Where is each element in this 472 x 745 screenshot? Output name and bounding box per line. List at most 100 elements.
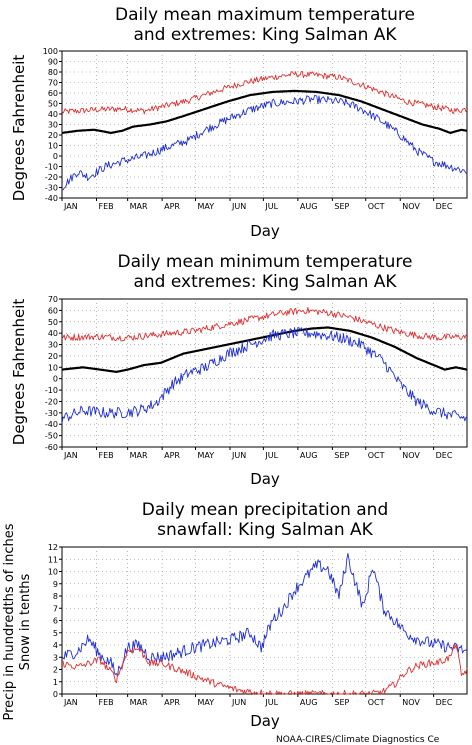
chart-precipitation: Daily mean precipitation and snawfall: K… bbox=[2, 500, 468, 730]
y-tick-label: 100 bbox=[43, 47, 58, 56]
x-tick-label-apr: APR bbox=[164, 202, 180, 211]
chart3-x-axis-label: Day bbox=[250, 712, 280, 730]
chart2-title-line2: and extremes: King Salman AK bbox=[133, 272, 397, 292]
y-tick-label: 60 bbox=[48, 89, 58, 98]
x-tick-label-dec: DEC bbox=[436, 451, 453, 460]
series-line-2 bbox=[61, 326, 468, 373]
y-tick-label: 40 bbox=[48, 110, 58, 119]
y-tick-label: -40 bbox=[45, 194, 58, 203]
y-tick-label: 11 bbox=[48, 555, 58, 564]
x-tick-label-nov: NOV bbox=[402, 698, 420, 707]
y-tick-label: 60 bbox=[48, 306, 58, 315]
series-line-3 bbox=[61, 94, 468, 191]
y-tick-label: 10 bbox=[48, 363, 58, 372]
series-line-2 bbox=[61, 644, 468, 695]
x-tick-label-aug: AUG bbox=[300, 202, 318, 211]
y-tick-label: -30 bbox=[45, 184, 58, 193]
y-tick-label: 4 bbox=[53, 641, 58, 650]
chart3-y-axis-label-line1: Precip in hundredths of inches bbox=[2, 523, 17, 720]
chart2-x-axis-label: Day bbox=[250, 470, 280, 488]
series-line-1 bbox=[61, 71, 468, 115]
x-tick-label-mar: MAR bbox=[130, 451, 148, 460]
y-tick-label: 7 bbox=[53, 604, 58, 613]
x-tick-label-nov: NOV bbox=[402, 202, 420, 211]
y-tick-label: -10 bbox=[45, 163, 58, 172]
x-tick-label-apr: APR bbox=[164, 451, 180, 460]
x-tick-label-sep: SEP bbox=[334, 698, 349, 707]
y-tick-label: 0 bbox=[53, 690, 58, 699]
series-line-2 bbox=[61, 89, 468, 134]
y-tick-label: 20 bbox=[48, 352, 58, 361]
x-tick-label-jan: JAN bbox=[63, 451, 78, 460]
x-tick-label-aug: AUG bbox=[300, 698, 318, 707]
y-tick-label: 80 bbox=[48, 68, 58, 77]
y-tick-label: 70 bbox=[48, 295, 58, 304]
series-line-1 bbox=[61, 306, 468, 342]
plot-frame bbox=[61, 298, 468, 448]
y-tick-label: 30 bbox=[48, 121, 58, 130]
x-tick-label-may: MAY bbox=[198, 202, 215, 211]
x-tick-label-jun: JUN bbox=[231, 451, 246, 460]
x-tick-label-feb: FEB bbox=[98, 451, 113, 460]
x-tick-label-dec: DEC bbox=[436, 698, 453, 707]
x-tick-label-jun: JUN bbox=[231, 698, 246, 707]
y-tick-label: 12 bbox=[48, 543, 58, 552]
x-tick-label-mar: MAR bbox=[130, 202, 148, 211]
x-tick-label-mar: MAR bbox=[130, 698, 148, 707]
y-tick-label: 40 bbox=[48, 329, 58, 338]
y-tick-label: 10 bbox=[48, 142, 58, 151]
chart2-plot-area: -60 -50 -40 -30 -20 -10 0 10 20 30 40 50 60 70 JAN FEB M… bbox=[45, 295, 468, 460]
y-tick-label: -20 bbox=[45, 173, 58, 182]
y-tick-label: 70 bbox=[48, 79, 58, 88]
y-tick-label: 8 bbox=[53, 592, 58, 601]
chart1-x-axis-label: Day bbox=[250, 222, 280, 240]
y-tick-label: 20 bbox=[48, 131, 58, 140]
y-tick-label: -50 bbox=[45, 432, 58, 441]
chart2-title-line1: Daily mean minimum temperature bbox=[118, 252, 413, 272]
chart1-title-line1: Daily mean maximum temperature bbox=[115, 5, 415, 25]
x-tick-label-jan: JAN bbox=[63, 698, 78, 707]
x-tick-label-apr: APR bbox=[164, 698, 180, 707]
chart-max-temperature: Daily mean maximum temperature and extre… bbox=[10, 5, 468, 240]
x-tick-label-sep: SEP bbox=[334, 202, 349, 211]
y-tick-label: -20 bbox=[45, 397, 58, 406]
x-tick-label-sep: SEP bbox=[334, 451, 349, 460]
y-tick-label: 1 bbox=[53, 678, 58, 687]
x-tick-label-dec: DEC bbox=[436, 202, 453, 211]
credit-footer: NOAA-CIRES/Climate Diagnostics Ce bbox=[276, 735, 440, 745]
y-tick-label: 90 bbox=[48, 58, 58, 67]
x-tick-label-jan: JAN bbox=[63, 202, 78, 211]
y-tick-label: -60 bbox=[45, 443, 58, 452]
x-tick-label-jul: JUL bbox=[264, 698, 278, 707]
chart1-y-axis-label: Degrees Fahrenheit bbox=[10, 55, 28, 202]
y-tick-label: 50 bbox=[48, 100, 58, 109]
x-tick-label-may: MAY bbox=[198, 698, 215, 707]
y-tick-label: 3 bbox=[53, 653, 58, 662]
x-tick-label-jul: JUL bbox=[264, 202, 278, 211]
chart-min-temperature: Daily mean minimum temperature and extre… bbox=[10, 252, 468, 488]
chart1-title-line2: and extremes: King Salman AK bbox=[133, 25, 397, 45]
y-tick-label: 6 bbox=[53, 617, 58, 626]
series-line-1 bbox=[61, 552, 468, 677]
x-tick-label-nov: NOV bbox=[402, 451, 420, 460]
y-tick-label: 0 bbox=[53, 375, 58, 384]
chart3-title-line1: Daily mean precipitation and bbox=[142, 500, 389, 520]
x-tick-label-oct: OCT bbox=[368, 202, 385, 211]
x-tick-label-feb: FEB bbox=[98, 202, 113, 211]
y-tick-label: 9 bbox=[53, 580, 58, 589]
series-line-3 bbox=[61, 327, 468, 424]
x-tick-label-jun: JUN bbox=[231, 202, 246, 211]
chart3-y-axis-label-line2: Snow in tenths bbox=[18, 573, 33, 670]
x-tick-label-oct: OCT bbox=[368, 698, 385, 707]
x-tick-label-feb: FEB bbox=[98, 698, 113, 707]
chart3-title-line2: snawfall: King Salman AK bbox=[157, 520, 373, 540]
x-tick-label-jul: JUL bbox=[264, 451, 278, 460]
x-tick-label-may: MAY bbox=[198, 451, 215, 460]
y-tick-label: 2 bbox=[53, 666, 58, 675]
chart2-y-axis-label: Degrees Fahrenheit bbox=[10, 299, 28, 446]
y-tick-label: -30 bbox=[45, 409, 58, 418]
x-tick-label-aug: AUG bbox=[300, 451, 318, 460]
